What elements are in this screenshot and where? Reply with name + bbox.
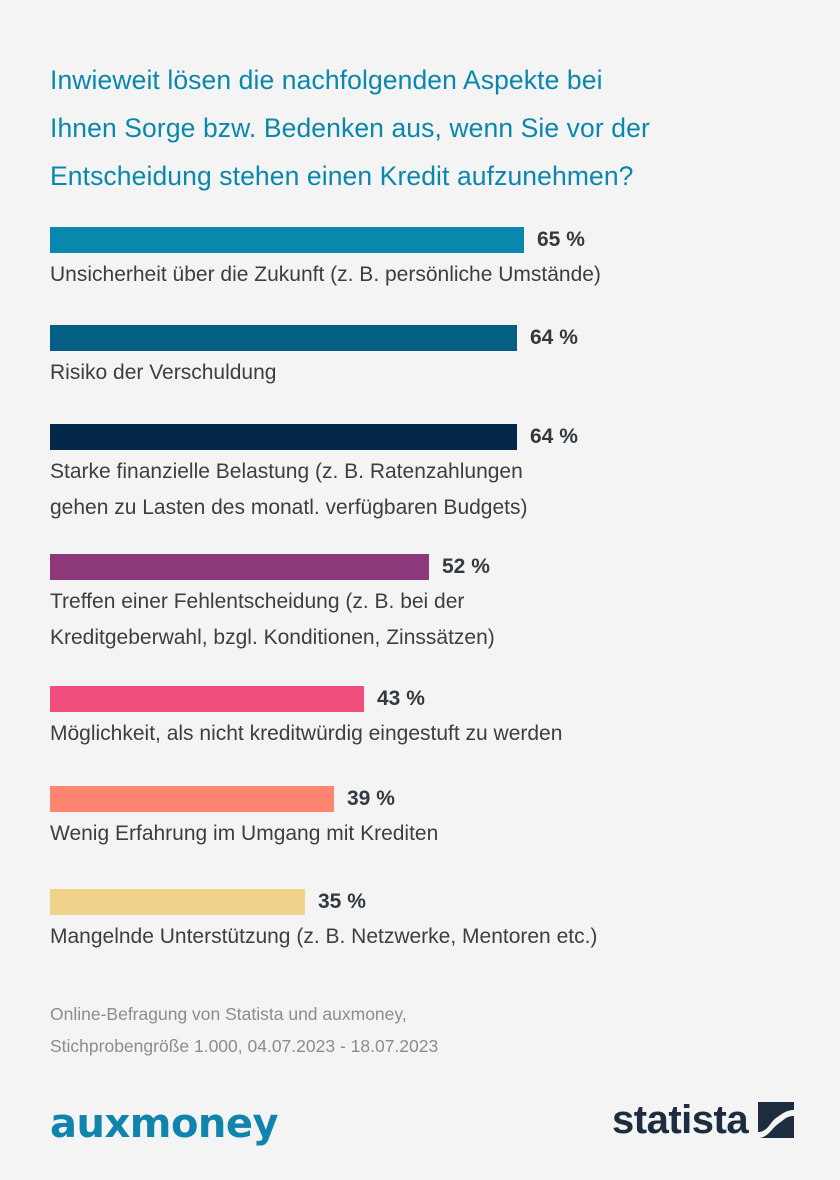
category-label-line: Mangelnde Unterstützung (z. B. Netzwerke… <box>50 925 598 948</box>
value-label: 65 % <box>537 228 585 251</box>
category-label: Unsicherheit über die Zukunft (z. B. per… <box>50 257 601 293</box>
chart-title-line: Entscheidung stehen einen Kredit aufzune… <box>50 161 634 191</box>
category-label: Risiko der Verschuldung <box>50 355 276 391</box>
value-label: 35 % <box>318 890 366 913</box>
category-label-line: Möglichkeit, als nicht kreditwürdig eing… <box>50 722 563 745</box>
value-label: 52 % <box>442 555 490 578</box>
category-label-line: Kreditgeberwahl, bzgl. Konditionen, Zins… <box>50 626 495 649</box>
value-label: 39 % <box>347 787 395 810</box>
source-note: Online-Befragung von Statista und auxmon… <box>50 998 438 1062</box>
category-label: Treffen einer Fehlentscheidung (z. B. be… <box>50 584 495 656</box>
source-line: Online-Befragung von Statista und auxmon… <box>50 1004 407 1024</box>
chart-title-line: Inwieweit lösen die nachfolgenden Aspekt… <box>50 65 603 95</box>
bar <box>50 554 429 580</box>
category-label-line: Starke finanzielle Belastung (z. B. Rate… <box>50 460 523 483</box>
category-label-line: Unsicherheit über die Zukunft (z. B. per… <box>50 263 601 286</box>
category-label-line: Treffen einer Fehlentscheidung (z. B. be… <box>50 590 465 613</box>
category-label-line: Risiko der Verschuldung <box>50 361 277 384</box>
chart-title-line: Ihnen Sorge bzw. Bedenken aus, wenn Sie … <box>50 113 650 143</box>
bar <box>50 786 334 812</box>
bar <box>50 686 364 712</box>
category-label: Möglichkeit, als nicht kreditwürdig eing… <box>50 716 562 752</box>
chart-title: Inwieweit lösen die nachfolgenden Aspekt… <box>50 56 810 200</box>
statista-wave-icon <box>758 1102 795 1138</box>
category-label: Starke finanzielle Belastung (z. B. Rate… <box>50 454 527 526</box>
category-label-line: gehen zu Lasten des monatl. verfügbaren … <box>50 496 528 519</box>
category-label: Mangelnde Unterstützung (z. B. Netzwerke… <box>50 919 597 955</box>
bar <box>50 889 305 915</box>
value-label: 64 % <box>530 425 578 448</box>
value-label: 43 % <box>377 687 425 710</box>
statista-wordmark: statista <box>612 1098 749 1142</box>
bar <box>50 227 524 253</box>
bar <box>50 325 517 351</box>
value-label: 64 % <box>530 326 578 349</box>
source-line: Stichprobengröße 1.000, 04.07.2023 - 18.… <box>50 1036 439 1056</box>
category-label: Wenig Erfahrung im Umgang mit Krediten <box>50 816 438 852</box>
statista-logo: statista <box>612 1094 795 1146</box>
category-label-line: Wenig Erfahrung im Umgang mit Krediten <box>50 822 439 845</box>
bar <box>50 424 517 450</box>
auxmoney-logo: auxmoney <box>50 1101 279 1147</box>
